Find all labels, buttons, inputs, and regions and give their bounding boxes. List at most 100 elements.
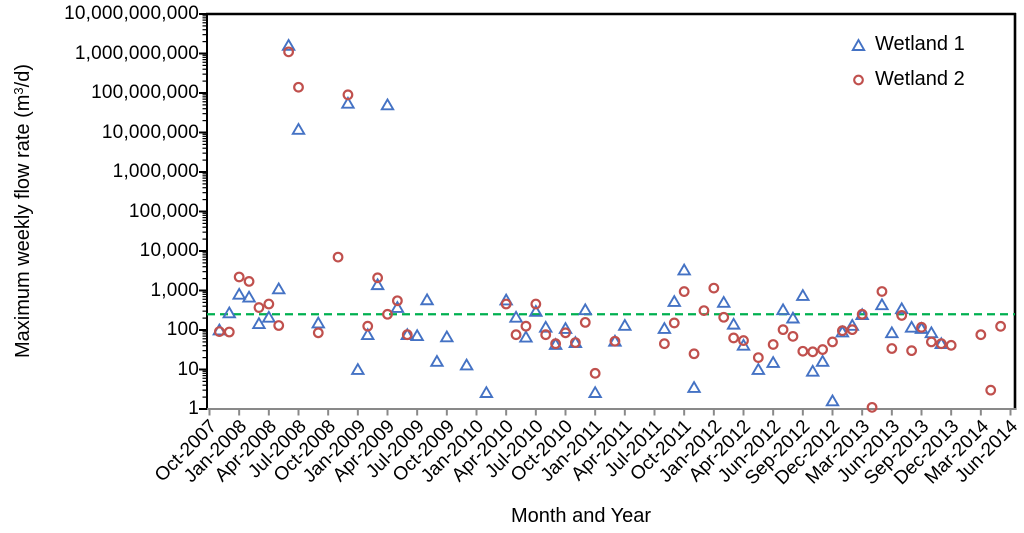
wetland-2-marker bbox=[263, 298, 275, 310]
x-axis-title: Month and Year bbox=[510, 505, 652, 527]
wetland-2-marker bbox=[995, 320, 1007, 332]
wetland-2-marker bbox=[342, 89, 354, 101]
wetland-2-marker bbox=[283, 46, 295, 58]
wetland-2-marker bbox=[668, 317, 680, 329]
y-tick-label: 100,000,000 bbox=[91, 82, 199, 103]
y-tick-label: 1 bbox=[188, 398, 199, 419]
wetland-2-marker bbox=[752, 352, 764, 364]
wetland-1-marker bbox=[558, 321, 573, 334]
wetland-1-marker bbox=[904, 320, 919, 333]
wetland-2-marker bbox=[985, 384, 997, 396]
wetland-1-marker bbox=[291, 122, 306, 135]
wetland-2-marker bbox=[777, 324, 789, 336]
wetland-1-marker bbox=[261, 309, 277, 323]
wetland-1-marker bbox=[439, 329, 455, 343]
wetland-1-marker bbox=[657, 321, 672, 334]
y-tick-label: 1,000,000 bbox=[112, 161, 199, 182]
wetland-2-marker bbox=[945, 339, 957, 351]
wetland-1-marker bbox=[508, 309, 524, 323]
wetland-2-marker bbox=[362, 320, 374, 332]
wetland-2-marker bbox=[293, 81, 304, 93]
wetland-1-marker bbox=[518, 329, 534, 343]
wetland-1-marker bbox=[350, 362, 366, 375]
wetland-1-marker bbox=[577, 302, 593, 316]
legend-item-wetland-1: Wetland 1 bbox=[851, 27, 965, 62]
wetland-2-marker bbox=[807, 346, 819, 358]
wetland-1-marker bbox=[340, 95, 356, 109]
wetland-2-marker bbox=[876, 286, 888, 297]
wetland-1-marker bbox=[479, 385, 494, 398]
wetland-2-marker bbox=[738, 335, 749, 346]
wetland-2-marker bbox=[540, 329, 552, 341]
wetland-2-marker bbox=[560, 327, 571, 339]
wetland-1-marker bbox=[459, 357, 474, 371]
wetland-2-marker bbox=[569, 337, 581, 348]
wetland-2-marker bbox=[678, 286, 690, 297]
wetland-2-marker bbox=[253, 302, 265, 313]
wetland-1-marker bbox=[914, 321, 929, 334]
y-tick-label: 1,000,000,000 bbox=[74, 42, 199, 64]
wetland-1-marker bbox=[241, 289, 257, 303]
wetland-1-marker bbox=[874, 297, 890, 311]
wetland-1-marker bbox=[775, 302, 791, 316]
wetland-2-marker bbox=[718, 311, 730, 323]
wetland-1-marker bbox=[419, 292, 435, 306]
wetland-2-marker bbox=[391, 295, 403, 307]
y-tick-label: 100,000 bbox=[128, 200, 199, 222]
legend: Wetland 1 Wetland 2 bbox=[851, 27, 965, 97]
wetland-1-marker bbox=[765, 355, 781, 368]
wetland-1-marker bbox=[360, 327, 376, 341]
wetland-1-marker bbox=[666, 294, 682, 307]
legend-item-wetland-2: Wetland 2 bbox=[851, 62, 965, 97]
wetland-1-marker bbox=[726, 316, 741, 330]
wetland-2-marker bbox=[579, 316, 591, 328]
wetland-2-marker bbox=[520, 320, 532, 332]
wetland-2-marker bbox=[827, 336, 838, 348]
wetland-1-marker bbox=[251, 316, 267, 329]
wetland-1-marker bbox=[390, 300, 405, 313]
wetland-1-marker bbox=[380, 97, 395, 111]
y-tick-label: 10,000,000 bbox=[101, 121, 199, 143]
wetland-1-marker bbox=[370, 277, 385, 291]
wetland-2-marker bbox=[708, 282, 720, 294]
wetland-1-marker bbox=[750, 362, 766, 375]
wetland-2-marker bbox=[213, 326, 225, 338]
wetland-2-marker bbox=[906, 345, 918, 357]
wetland-1-marker bbox=[894, 301, 910, 315]
wetland-2-marker bbox=[233, 271, 245, 283]
wetland-1-marker bbox=[231, 287, 247, 300]
wetland-2-marker bbox=[975, 329, 987, 341]
wetland-2-marker bbox=[935, 338, 947, 350]
y-tick-label: 10,000,000,000 bbox=[64, 3, 199, 24]
y-tick-label: 1,000 bbox=[150, 279, 199, 301]
wetland-1-marker bbox=[281, 38, 296, 51]
wetland-1-triangle-icon bbox=[851, 37, 866, 51]
wetland-1-marker bbox=[795, 288, 811, 301]
wetland-2-marker bbox=[589, 367, 601, 379]
wetland-1-marker bbox=[617, 318, 633, 331]
wetland-2-marker bbox=[896, 310, 908, 321]
wetland-2-marker bbox=[401, 329, 413, 341]
y-tick-label: 10,000 bbox=[139, 240, 199, 261]
wetland-2-marker bbox=[728, 332, 740, 344]
wetland-2-marker bbox=[332, 251, 344, 263]
y-tick-label: 100 bbox=[166, 319, 199, 340]
wetland-1-marker bbox=[409, 328, 425, 341]
wetland-2-marker bbox=[372, 272, 384, 284]
wetland-1-marker bbox=[271, 281, 287, 295]
wetland-2-marker bbox=[886, 343, 898, 354]
wetland-2-marker bbox=[698, 305, 710, 316]
wetland-1-marker bbox=[429, 354, 445, 367]
wetland-2-marker bbox=[658, 338, 670, 350]
wetland-2-marker bbox=[767, 339, 779, 350]
wetland-2-marker bbox=[836, 325, 848, 337]
wetland-2-marker bbox=[273, 320, 285, 331]
wetland-2-marker bbox=[866, 401, 878, 413]
legend-label-wetland-2: Wetland 2 bbox=[875, 68, 965, 90]
wetland-2-marker bbox=[787, 330, 799, 342]
y-tick-label: 10 bbox=[177, 358, 199, 380]
wetland-1-marker bbox=[844, 318, 860, 331]
wetland-1-marker bbox=[310, 315, 326, 329]
